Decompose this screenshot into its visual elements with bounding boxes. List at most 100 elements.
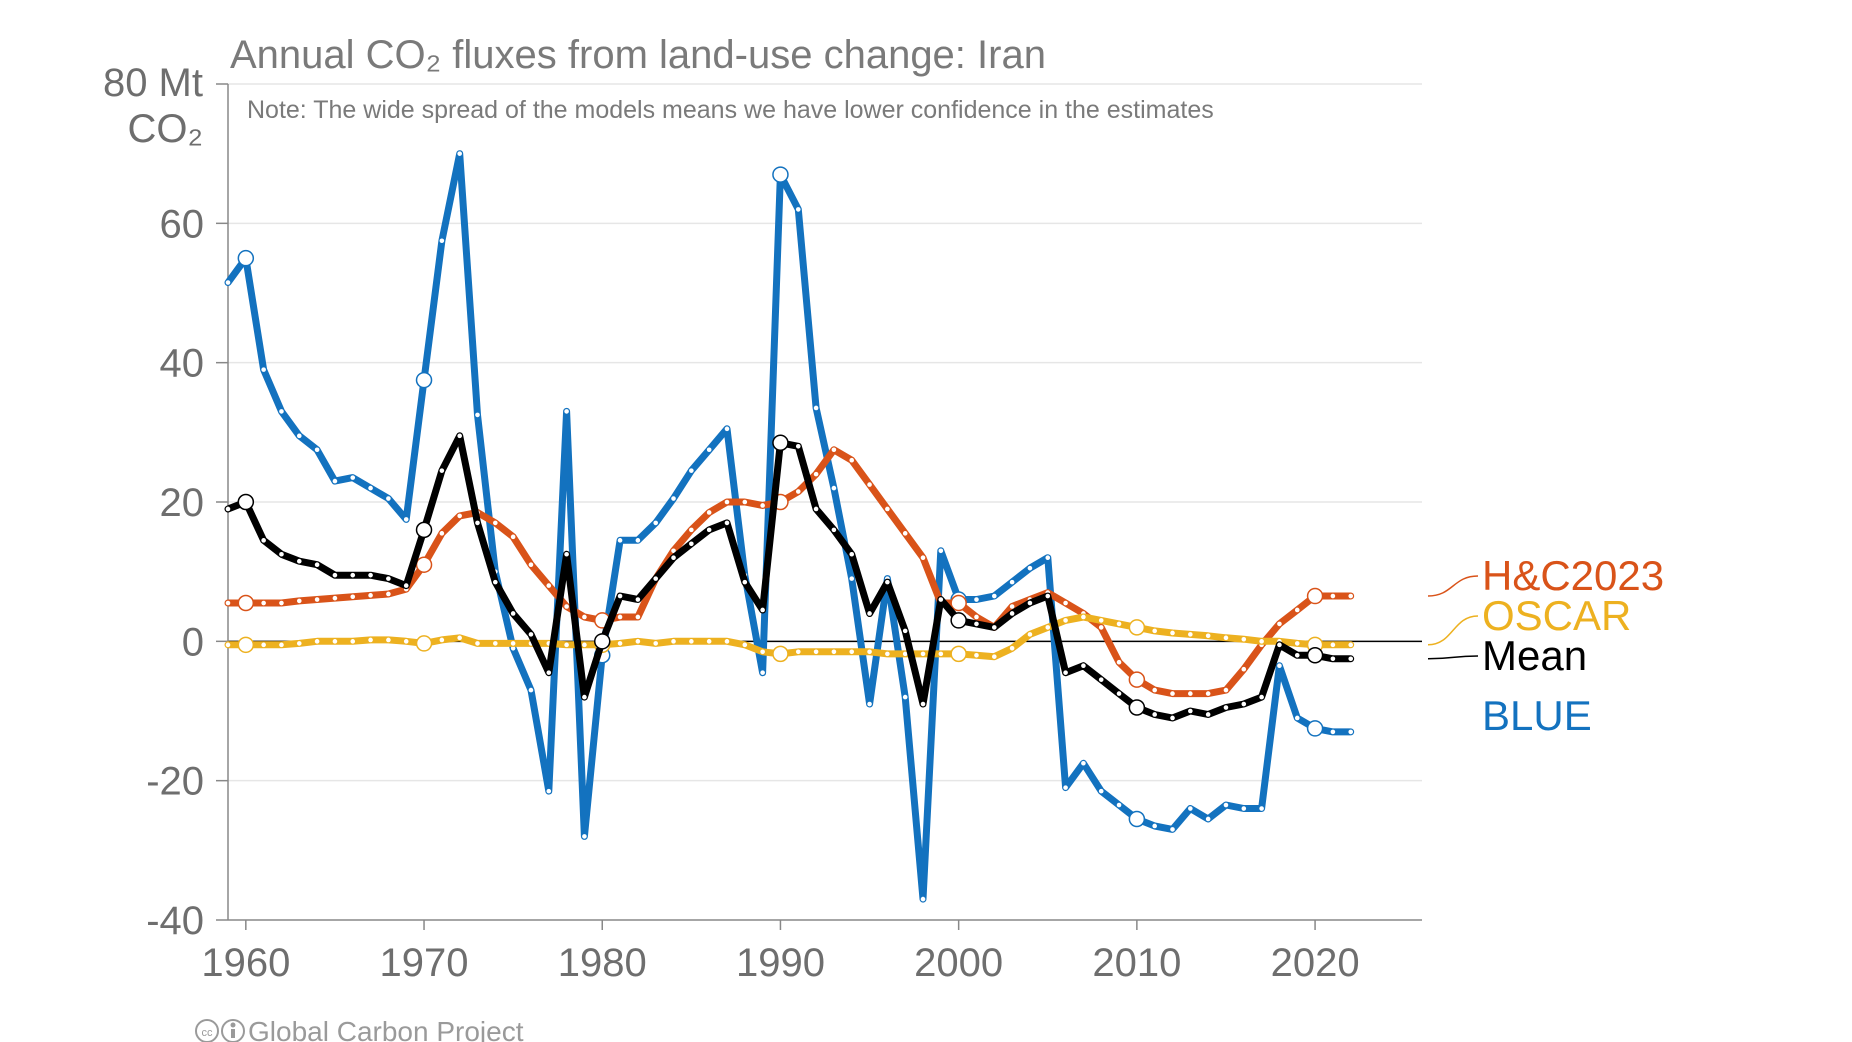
data-point — [813, 405, 819, 411]
chart-title: Annual CO₂ fluxes from land-use change: … — [230, 33, 1046, 77]
data-point — [403, 583, 409, 588]
data-point — [1027, 632, 1033, 637]
y-unit-line1: 80 Mt — [103, 61, 203, 105]
data-point — [296, 641, 302, 646]
data-point — [920, 896, 926, 902]
data-point — [582, 642, 587, 648]
data-point — [950, 594, 967, 612]
data-point — [795, 443, 801, 449]
data-point — [457, 635, 462, 641]
data-point — [1128, 810, 1146, 828]
data-point — [617, 614, 623, 620]
data-point — [564, 642, 569, 648]
data-point — [475, 641, 480, 646]
data-point — [1223, 635, 1229, 641]
data-point — [849, 576, 855, 581]
data-point — [1009, 611, 1015, 616]
data-point — [1294, 715, 1300, 721]
x-tick-label: 1980 — [558, 941, 647, 985]
data-point — [296, 433, 302, 439]
data-point — [671, 496, 676, 501]
data-point — [493, 520, 498, 526]
data-point — [1128, 699, 1146, 716]
data-point — [1128, 671, 1146, 688]
data-point — [1116, 621, 1122, 627]
data-point — [1027, 565, 1033, 571]
data-point — [689, 527, 694, 533]
data-point — [974, 621, 979, 627]
chart-note: Note: The wide spread of the models mean… — [247, 96, 1214, 124]
data-point — [528, 562, 534, 567]
data-point — [1188, 806, 1193, 811]
data-point — [689, 541, 694, 547]
data-point — [1152, 687, 1157, 693]
data-point — [1330, 656, 1336, 662]
series-layer — [224, 150, 1355, 903]
data-point — [1081, 663, 1086, 669]
data-point — [772, 166, 789, 183]
data-point — [849, 649, 855, 655]
data-point — [1170, 630, 1175, 636]
legend-label: OSCAR — [1482, 592, 1631, 639]
data-point — [920, 555, 926, 561]
data-point — [991, 625, 997, 630]
data-point — [1098, 625, 1104, 630]
data-point — [867, 649, 872, 655]
data-point — [938, 651, 944, 657]
data-point — [1098, 618, 1104, 623]
cc-icon — [195, 1019, 219, 1042]
data-point — [795, 649, 801, 655]
data-point — [1081, 614, 1086, 620]
data-point — [237, 594, 255, 612]
series-oscar — [224, 613, 1355, 663]
data-point — [1348, 642, 1354, 648]
data-point — [593, 633, 611, 650]
data-point — [1128, 619, 1146, 636]
data-point — [1241, 666, 1247, 672]
data-point — [760, 670, 765, 675]
data-point — [724, 499, 730, 505]
credit: cc Global Carbon Project — [195, 1016, 524, 1042]
series-blue — [224, 150, 1355, 903]
attribution-icon-head — [230, 1022, 236, 1028]
legend-label: Mean — [1482, 632, 1587, 679]
data-point — [415, 635, 433, 652]
data-point — [1152, 823, 1157, 829]
x-tick-label: 2010 — [1092, 941, 1181, 985]
data-point — [225, 280, 231, 285]
cc-icon-label: cc — [202, 1027, 214, 1039]
y-tick-label: 40 — [160, 342, 205, 386]
data-point — [1098, 788, 1104, 794]
data-point — [546, 788, 552, 794]
data-point — [1063, 785, 1068, 790]
data-point — [564, 409, 569, 414]
data-point — [564, 604, 569, 609]
data-point — [1188, 691, 1193, 696]
data-point — [296, 558, 302, 564]
data-point — [938, 548, 944, 554]
data-point — [795, 489, 801, 494]
data-point — [849, 457, 855, 463]
data-point — [706, 639, 712, 644]
data-point — [582, 614, 587, 620]
data-point — [493, 579, 498, 585]
data-point — [1294, 607, 1300, 613]
data-point — [1241, 636, 1247, 642]
legend-label: BLUE — [1482, 692, 1592, 739]
data-point — [1205, 712, 1211, 717]
data-point — [1205, 691, 1211, 696]
data-point — [1205, 816, 1211, 822]
data-point — [1330, 642, 1336, 648]
data-point — [1116, 691, 1122, 696]
attribution-icon-body — [231, 1029, 235, 1038]
data-point — [1330, 593, 1336, 599]
data-point — [261, 538, 266, 543]
data-point — [1152, 628, 1157, 634]
data-point — [920, 651, 926, 657]
data-point — [261, 642, 266, 648]
data-point — [225, 642, 231, 648]
data-point — [1188, 632, 1193, 637]
data-point — [1348, 729, 1354, 735]
data-point — [314, 597, 320, 602]
